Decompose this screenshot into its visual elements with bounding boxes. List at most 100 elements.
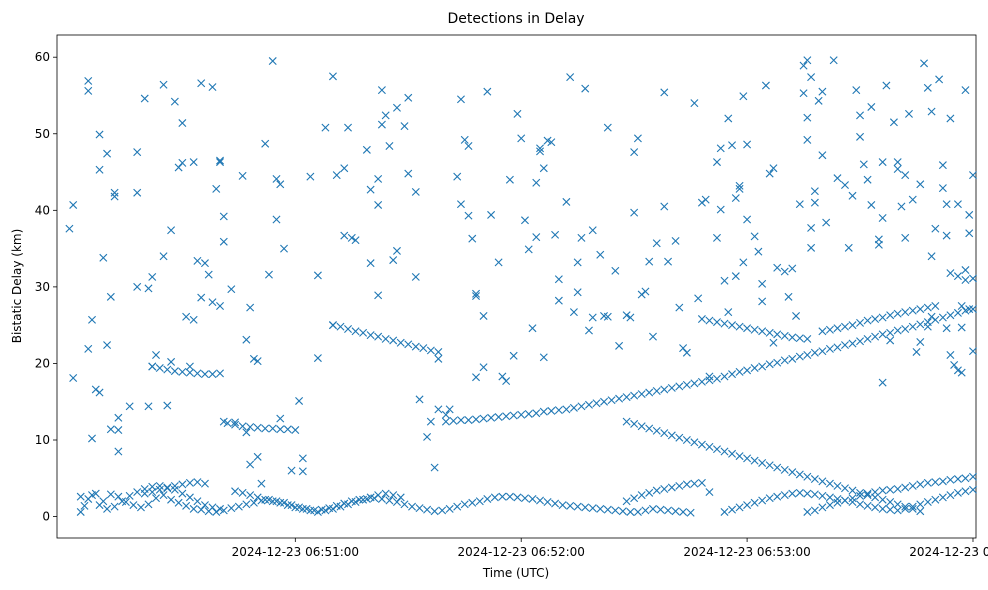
data-point-marker — [426, 417, 435, 426]
data-point-marker — [600, 397, 609, 406]
data-point-marker — [856, 111, 865, 120]
data-point-marker — [193, 369, 202, 378]
data-point-marker — [637, 491, 646, 500]
data-point-marker — [893, 485, 902, 493]
data-point-marker — [276, 414, 285, 423]
data-point-marker — [359, 328, 368, 337]
data-point-marker — [253, 452, 262, 461]
data-point-marker — [246, 422, 255, 431]
data-point-marker — [551, 499, 560, 508]
data-point-marker — [946, 311, 955, 320]
data-point-marker — [705, 376, 714, 385]
data-point-marker — [803, 113, 812, 122]
data-point-marker — [720, 372, 729, 381]
data-point-marker — [825, 493, 834, 502]
data-point-marker — [377, 86, 386, 95]
data-point-marker — [645, 424, 654, 433]
data-point-marker — [121, 498, 130, 507]
y-tick-label: 60 — [35, 50, 50, 64]
data-point-marker — [498, 492, 507, 501]
data-point-marker — [622, 393, 631, 402]
data-point-marker — [351, 498, 360, 507]
y-axis-label: Bistatic Delay (km) — [10, 229, 24, 344]
data-point-marker — [231, 487, 240, 496]
data-point-marker — [133, 282, 142, 291]
data-point-marker — [780, 331, 789, 340]
data-point-marker — [942, 324, 951, 333]
data-point-marker — [291, 503, 300, 512]
data-point-marker — [697, 478, 706, 487]
data-point-marker — [588, 313, 597, 322]
data-point-marker — [652, 239, 661, 248]
data-point-marker — [705, 442, 714, 451]
data-point-marker — [389, 336, 398, 345]
data-point-marker — [148, 488, 157, 497]
data-point-marker — [622, 417, 631, 426]
data-point-marker — [886, 336, 895, 345]
data-point-marker — [276, 180, 285, 189]
data-point-marker — [946, 475, 955, 484]
data-point-marker — [340, 164, 349, 173]
data-point-marker — [931, 495, 940, 504]
data-point-marker — [765, 461, 774, 470]
data-point-marker — [878, 213, 887, 222]
data-point-marker — [724, 114, 733, 123]
data-point-marker — [840, 181, 849, 190]
data-point-marker — [532, 178, 541, 187]
data-point-marker — [114, 447, 123, 456]
data-point-marker — [825, 344, 834, 353]
data-point-marker — [204, 270, 213, 279]
data-point-marker — [69, 374, 78, 382]
data-point-marker — [641, 506, 650, 515]
data-point-marker — [833, 498, 842, 507]
data-point-marker — [953, 366, 962, 375]
data-point-marker — [238, 422, 247, 431]
data-point-marker — [743, 501, 752, 510]
data-point-marker — [803, 135, 812, 144]
data-point-marker — [374, 332, 383, 341]
data-point-marker — [637, 422, 646, 431]
data-point-marker — [716, 205, 725, 214]
data-point-marker — [780, 356, 789, 365]
data-point-marker — [712, 374, 721, 383]
data-point-marker — [769, 164, 778, 173]
data-point-marker — [577, 233, 586, 242]
data-point-marker — [863, 491, 872, 500]
data-point-marker — [750, 325, 759, 334]
data-point-marker — [953, 272, 962, 281]
data-point-marker — [185, 368, 194, 377]
data-point-marker — [287, 501, 296, 510]
data-point-marker — [863, 316, 872, 325]
data-point-marker — [867, 200, 876, 209]
data-point-marker — [148, 362, 157, 371]
data-point-marker — [468, 234, 477, 243]
data-point-marker — [185, 478, 194, 487]
data-point-marker — [630, 391, 639, 400]
data-point-marker — [682, 480, 691, 489]
data-point-marker — [840, 341, 849, 350]
data-point-marker — [524, 409, 533, 418]
data-point-marker — [818, 327, 827, 336]
data-point-marker — [95, 388, 104, 397]
data-point-marker — [562, 405, 571, 414]
data-point-marker — [807, 73, 816, 82]
data-point-marker — [306, 506, 315, 515]
data-point-marker — [200, 370, 209, 379]
data-point-marker — [178, 367, 187, 376]
x-tick-label: 2024-12-23 06:52:00 — [457, 545, 584, 559]
data-point-marker — [539, 407, 548, 416]
data-point-marker — [246, 303, 255, 312]
data-point-marker — [95, 130, 104, 139]
data-point-marker — [178, 489, 187, 498]
data-point-marker — [897, 202, 906, 211]
data-point-marker — [185, 493, 194, 502]
data-point-marker — [125, 491, 134, 500]
data-point-marker — [784, 292, 793, 301]
data-point-marker — [950, 360, 959, 369]
data-point-marker — [803, 351, 812, 360]
data-point-marker — [223, 419, 232, 428]
data-point-marker — [464, 142, 473, 151]
data-point-marker — [840, 496, 849, 505]
data-point-marker — [758, 458, 767, 467]
data-point-marker — [479, 311, 488, 320]
